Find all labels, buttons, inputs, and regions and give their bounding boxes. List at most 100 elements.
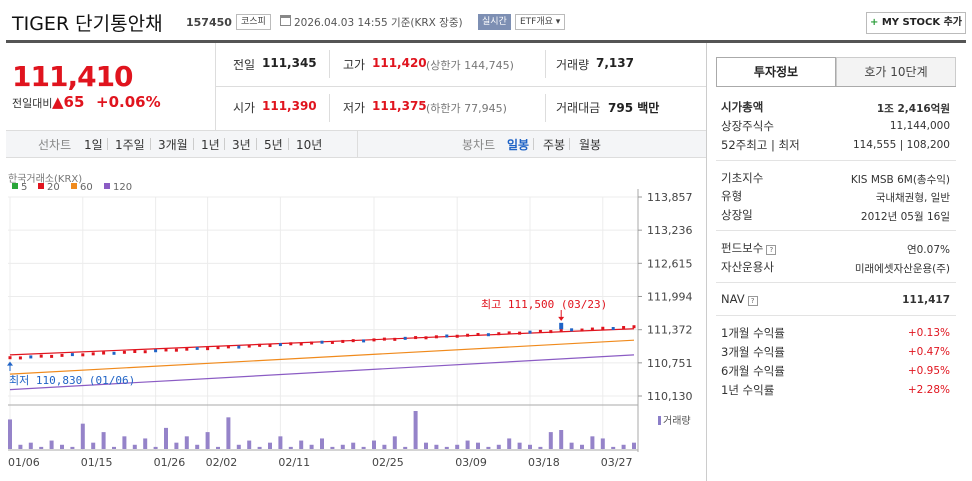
candle <box>632 325 636 329</box>
volume-bar <box>507 438 512 449</box>
candle <box>372 338 376 342</box>
volume-bar <box>351 442 356 449</box>
period-1w[interactable]: 1주일 <box>115 138 145 152</box>
return-1m-value: +0.13% <box>907 327 950 339</box>
volume-bar <box>60 444 64 449</box>
x-tick-label: 02/25 <box>372 456 404 469</box>
candle <box>476 332 480 336</box>
volume-bar <box>476 442 480 449</box>
candle <box>622 326 626 330</box>
candle <box>445 334 449 338</box>
manager-label: 자산운용사 <box>721 260 774 274</box>
volume-bar <box>600 438 605 449</box>
volume-bar <box>28 442 33 449</box>
etf-overview-dropdown[interactable]: ETF개요 ▾ <box>515 14 566 30</box>
volume-bar <box>309 444 314 449</box>
candle <box>538 329 542 333</box>
legend-ma60: 60 <box>71 182 93 193</box>
period-sep <box>288 138 289 150</box>
tab-orderbook[interactable]: 호가 10단계 <box>836 57 956 87</box>
volume-bar <box>278 436 283 449</box>
legend-ma5: 5 <box>12 182 27 193</box>
period-sep <box>569 138 570 150</box>
volume-bar <box>184 436 189 449</box>
volume-bar <box>392 436 397 449</box>
return-1y-label: 1년 수익률 <box>721 383 775 397</box>
tab-underline <box>716 86 956 87</box>
volume-bar <box>247 440 252 449</box>
candle <box>70 353 74 357</box>
candle-weekly[interactable]: 주봉 <box>543 138 566 152</box>
y-tick-label: 112,615 <box>647 257 693 270</box>
period-bar <box>6 130 706 158</box>
period-sep <box>107 138 108 150</box>
volume-bar <box>18 444 23 449</box>
x-tick-label: 01/26 <box>154 456 186 469</box>
candle <box>237 345 241 349</box>
tab-investment-info[interactable]: 투자정보 <box>716 57 836 87</box>
realtime-tag[interactable]: 실시간 <box>478 14 511 30</box>
volume-bar <box>372 440 376 449</box>
help-icon[interactable]: ? <box>766 245 777 255</box>
volume-bar <box>226 417 231 449</box>
candle-monthly[interactable]: 월봉 <box>579 138 602 152</box>
up-arrow-icon: ▲ <box>52 93 64 111</box>
help-icon[interactable]: ? <box>747 296 758 306</box>
info-divider <box>716 282 956 283</box>
candle <box>60 353 64 357</box>
mcap-label: 시가총액 <box>721 100 764 114</box>
candle <box>528 330 532 334</box>
info-divider <box>716 160 956 161</box>
candle <box>414 336 418 340</box>
candle <box>39 354 43 358</box>
period-sep <box>224 138 225 150</box>
candle <box>216 346 220 350</box>
candle <box>18 356 22 360</box>
volume-bar <box>444 446 449 449</box>
candle <box>310 341 314 345</box>
candle <box>403 336 407 340</box>
quote-sep <box>545 94 546 122</box>
period-3y[interactable]: 3년 <box>232 138 251 152</box>
x-tick-label: 01/06 <box>8 456 40 469</box>
candle <box>174 348 178 352</box>
candle <box>289 342 293 346</box>
x-tick-label: 03/18 <box>528 456 560 469</box>
price-chart[interactable]: 113,857 113,236 112,615 111,994 111,372 110,7… <box>0 0 706 481</box>
legend-label: 5 <box>21 182 28 193</box>
volume-bar <box>517 442 522 449</box>
ma120-line <box>9 354 635 391</box>
y-tick-label: 110,751 <box>647 357 693 370</box>
candle <box>143 350 147 354</box>
add-mystock-button[interactable]: + MY STOCK 추가 <box>866 12 966 34</box>
open-value: 111,390 <box>262 99 317 113</box>
volume-bar <box>236 444 241 449</box>
candle <box>497 332 501 336</box>
legend-ma120: 120 <box>104 182 132 193</box>
listed-label: 상장일 <box>721 208 753 222</box>
volume-bar <box>413 411 418 449</box>
candle <box>154 349 158 353</box>
return-6m-value: +0.95% <box>907 365 950 377</box>
period-10y[interactable]: 10년 <box>296 138 323 152</box>
type-label: 유형 <box>721 189 743 203</box>
volume-bar <box>548 432 553 449</box>
candle <box>601 326 605 330</box>
candle-daily[interactable]: 일봉 <box>507 138 530 152</box>
fee-label: 펀드보수? <box>721 240 777 256</box>
period-3m[interactable]: 3개월 <box>158 138 188 152</box>
period-1y[interactable]: 1년 <box>201 138 220 152</box>
info-panel <box>706 43 972 481</box>
high-value: 111,420 <box>372 56 427 70</box>
shares-value: 11,144,000 <box>889 120 950 132</box>
candle <box>206 347 210 351</box>
high-candle <box>559 322 564 330</box>
period-5y[interactable]: 5년 <box>264 138 283 152</box>
period-1d[interactable]: 1일 <box>84 138 103 152</box>
x-tick-label: 01/15 <box>81 456 113 469</box>
volume-bar <box>559 430 564 449</box>
candle <box>185 347 189 351</box>
candle <box>50 354 54 358</box>
candle <box>580 328 584 332</box>
candle <box>8 356 12 360</box>
